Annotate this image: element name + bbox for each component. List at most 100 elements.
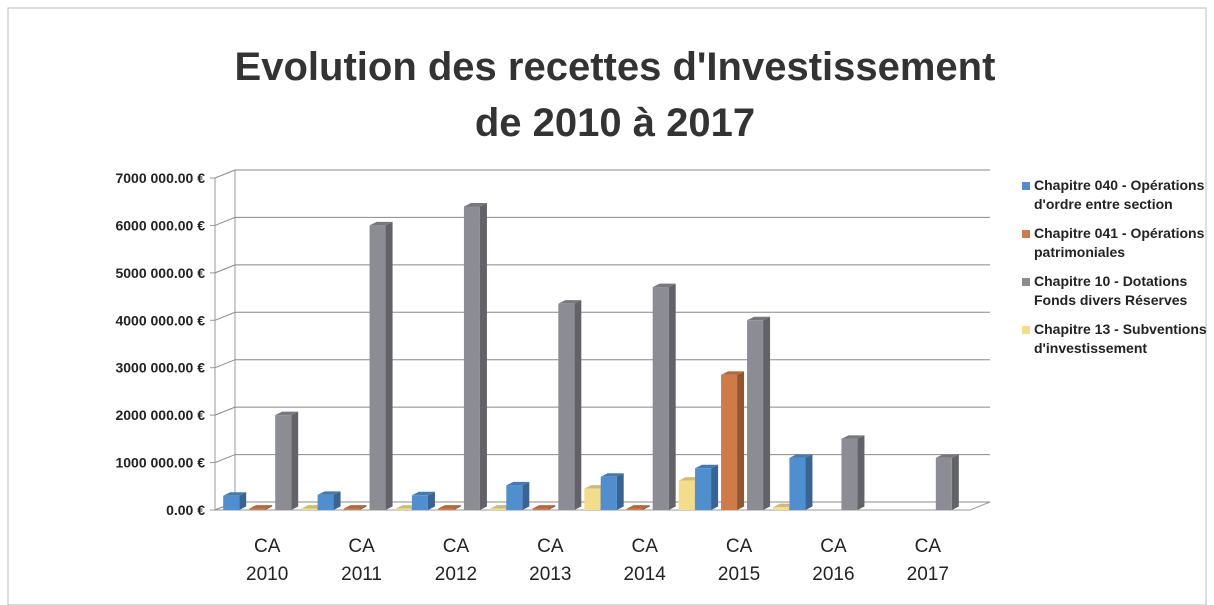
bar bbox=[841, 435, 865, 510]
bar-side bbox=[763, 316, 771, 510]
x-tick-line: 2010 bbox=[246, 564, 288, 585]
bar-side bbox=[548, 505, 556, 510]
bar-top bbox=[343, 505, 367, 509]
bar-side bbox=[616, 473, 624, 510]
legend-label: Chapitre 040 - Opérations d'ordre entre … bbox=[1034, 177, 1205, 212]
bar-side bbox=[574, 300, 582, 510]
bar bbox=[317, 491, 341, 510]
y-tick-label: 1000 000.00 € bbox=[115, 455, 205, 471]
bar bbox=[369, 221, 393, 510]
bar-front bbox=[678, 480, 695, 510]
x-tick-label: CA 2011 bbox=[341, 536, 382, 585]
bar-side bbox=[857, 435, 865, 510]
bar-top bbox=[317, 491, 341, 495]
chart-title: Evolution des recettes d'Investissement bbox=[235, 45, 996, 89]
bar-top bbox=[532, 505, 556, 509]
bar-top bbox=[935, 454, 959, 458]
bar-front bbox=[395, 508, 412, 510]
bar-side bbox=[239, 492, 247, 510]
bar-top bbox=[600, 473, 624, 477]
bar bbox=[437, 505, 461, 510]
bar-side bbox=[427, 491, 435, 510]
bar-front bbox=[369, 225, 386, 510]
bar bbox=[935, 454, 959, 510]
bar-front bbox=[463, 206, 480, 510]
bar-top bbox=[695, 464, 719, 469]
bar-top bbox=[721, 371, 745, 375]
y-tick-label: 0.00 € bbox=[166, 502, 205, 518]
bar-front bbox=[935, 457, 952, 510]
bar-front bbox=[532, 508, 549, 510]
x-tick-line: 2011 bbox=[341, 564, 382, 585]
bar bbox=[506, 481, 530, 510]
bar bbox=[463, 202, 487, 510]
bar-front bbox=[721, 374, 738, 510]
bar-top bbox=[369, 221, 393, 226]
bar-top bbox=[506, 481, 530, 486]
bar-front bbox=[437, 508, 454, 510]
grid-line bbox=[214, 264, 990, 274]
y-tick-label: 3000 000.00 € bbox=[115, 360, 205, 376]
bar-front bbox=[223, 495, 240, 510]
grid-line bbox=[214, 406, 990, 416]
chart-frame bbox=[7, 7, 1207, 605]
legend-swatch bbox=[1022, 278, 1030, 286]
bar-side bbox=[711, 464, 719, 510]
bar-front bbox=[747, 320, 764, 510]
bar-side bbox=[642, 505, 650, 510]
bar-side bbox=[737, 371, 745, 510]
bar-front bbox=[600, 476, 617, 510]
bar bbox=[558, 300, 582, 510]
chart-title: de 2010 à 2017 bbox=[475, 101, 755, 145]
bar-side bbox=[359, 505, 367, 510]
bar bbox=[695, 464, 719, 510]
bar-front bbox=[789, 457, 806, 510]
bar-side bbox=[453, 505, 461, 510]
bar-top bbox=[411, 491, 435, 496]
bar-front bbox=[695, 468, 712, 510]
bar bbox=[411, 491, 435, 510]
bar-side bbox=[805, 454, 813, 510]
bar-top bbox=[626, 505, 650, 509]
axis-line bbox=[969, 501, 991, 511]
legend-swatch bbox=[1022, 182, 1030, 190]
bar-side bbox=[385, 221, 393, 510]
x-tick-line: CA bbox=[915, 536, 942, 557]
bar-front bbox=[249, 508, 266, 510]
legend-item: Chapitre 041 - Opérations patrimoniales bbox=[1022, 224, 1207, 262]
x-tick-line: CA bbox=[254, 536, 281, 557]
y-tick-label: 6000 000.00 € bbox=[115, 217, 205, 233]
bar-top bbox=[223, 492, 247, 496]
legend-label: Chapitre 041 - Opérations patrimoniales bbox=[1034, 225, 1205, 260]
bar-top bbox=[463, 202, 487, 207]
legend: Chapitre 040 - Opérations d'ordre entre … bbox=[1022, 176, 1207, 368]
bar bbox=[652, 283, 676, 510]
bar bbox=[343, 505, 367, 510]
y-tick-label: 4000 000.00 € bbox=[115, 312, 205, 328]
x-tick-line: CA bbox=[820, 536, 847, 557]
x-tick-line: CA bbox=[726, 536, 753, 557]
grid-line bbox=[214, 454, 990, 464]
bar-front bbox=[317, 494, 334, 510]
grid-line bbox=[214, 169, 990, 179]
bar-front bbox=[506, 485, 523, 510]
x-tick-label: CA 2015 bbox=[718, 536, 760, 585]
bar bbox=[626, 505, 650, 510]
x-tick-label: CA 2016 bbox=[812, 536, 854, 585]
bar-top bbox=[249, 505, 273, 509]
bar-top bbox=[437, 505, 461, 509]
legend-swatch bbox=[1022, 326, 1030, 334]
x-tick-label: CA 2013 bbox=[529, 536, 571, 585]
bar bbox=[223, 492, 247, 510]
x-tick-line: CA bbox=[443, 536, 470, 557]
bar-side bbox=[951, 454, 959, 510]
bar-front bbox=[489, 508, 506, 510]
bar-side bbox=[668, 283, 676, 510]
legend-label: Chapitre 13 - Subventions d'investisseme… bbox=[1034, 321, 1207, 356]
x-tick-line: 2015 bbox=[718, 564, 760, 585]
bar-side bbox=[522, 481, 530, 510]
x-tick-line: 2012 bbox=[435, 564, 477, 585]
x-tick-label: CA 2017 bbox=[907, 536, 949, 585]
bar bbox=[249, 505, 273, 510]
